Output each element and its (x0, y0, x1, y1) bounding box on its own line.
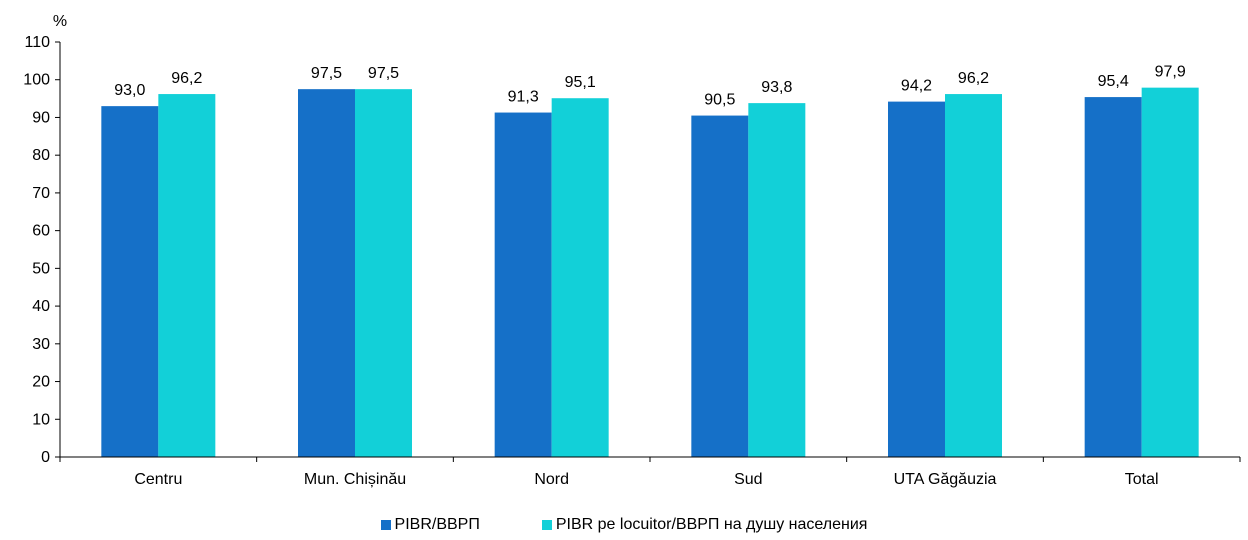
data-label-series-1: 94,2 (901, 78, 932, 95)
y-tick-label: 90 (32, 109, 50, 126)
legend-item-series-2[interactable]: PIBR pe locuitor/ВВРП на душу населения (541, 516, 868, 534)
data-label-series-2: 97,5 (368, 65, 399, 82)
x-category-label: UTA Găgăuzia (894, 471, 997, 488)
bar-series-1 (494, 112, 552, 458)
y-tick-label: 40 (32, 298, 50, 315)
y-tick-label: 110 (24, 34, 50, 51)
x-category-label: Nord (534, 471, 569, 488)
y-tick-label: 100 (23, 72, 50, 89)
y-tick-label: 20 (32, 374, 50, 391)
bar-series: 93,0 96,2 97,5 97,5 91,3 95,1 90,5 93,8 94,2 96,2… (101, 64, 1199, 458)
data-label-series-1: 90,5 (704, 92, 735, 109)
data-label-series-1: 97,5 (311, 65, 342, 82)
bar-series-1 (888, 101, 945, 457)
data-label-series-2: 95,1 (565, 74, 596, 91)
y-tick-label: 70 (32, 185, 50, 202)
x-category-label: Centru (134, 471, 182, 488)
y-axis: 0 10 20 30 40 50 60 70 80 90 100 110 (23, 34, 61, 466)
bar-series-2 (748, 103, 806, 458)
bar-series-2 (551, 98, 609, 458)
y-tick-label: 80 (32, 147, 50, 164)
bar-series-1 (101, 106, 159, 458)
data-label-series-2: 97,9 (1155, 64, 1186, 81)
bar-series-2 (355, 89, 412, 457)
y-tick-label: 60 (32, 223, 50, 240)
data-label-series-1: 91,3 (508, 89, 539, 106)
y-tick-label: 30 (32, 336, 50, 353)
legend-label-series-1: PIBR/ВВРП (394, 516, 480, 533)
legend-item-series-1[interactable]: PIBR/ВВРП (380, 516, 480, 534)
data-label-series-1: 93,0 (114, 82, 145, 99)
bar-series-2 (1141, 87, 1199, 458)
data-label-series-2: 96,2 (958, 70, 989, 87)
y-axis-unit-label: % (53, 13, 67, 30)
legend-swatch-series-2 (541, 520, 552, 530)
x-axis: Centru Mun. Chișinău Nord Sud UTA Găgăuzia To… (59, 456, 1241, 488)
bar-series-1 (691, 115, 749, 458)
x-category-label: Sud (734, 471, 762, 488)
legend-label-series-2: PIBR pe locuitor/ВВРП на душу населения (555, 516, 868, 533)
bar-series-2 (945, 94, 1002, 458)
data-label-series-2: 93,8 (761, 79, 792, 96)
bar-series-1 (298, 89, 355, 457)
bar-series-1 (1084, 97, 1142, 457)
legend: PIBR/ВВРП PIBR pe locuitor/ВВРП на душу … (0, 516, 1248, 534)
x-category-label: Mun. Chișinău (304, 471, 406, 488)
bar-series-2 (158, 94, 216, 458)
y-tick-label: 10 (32, 411, 50, 428)
y-tick-label: 50 (32, 260, 50, 277)
x-category-label: Total (1125, 471, 1159, 488)
data-label-series-1: 95,4 (1098, 73, 1129, 90)
legend-swatch-series-1 (380, 520, 391, 530)
y-tick-label: 0 (41, 449, 50, 466)
data-label-series-2: 96,2 (171, 70, 202, 87)
